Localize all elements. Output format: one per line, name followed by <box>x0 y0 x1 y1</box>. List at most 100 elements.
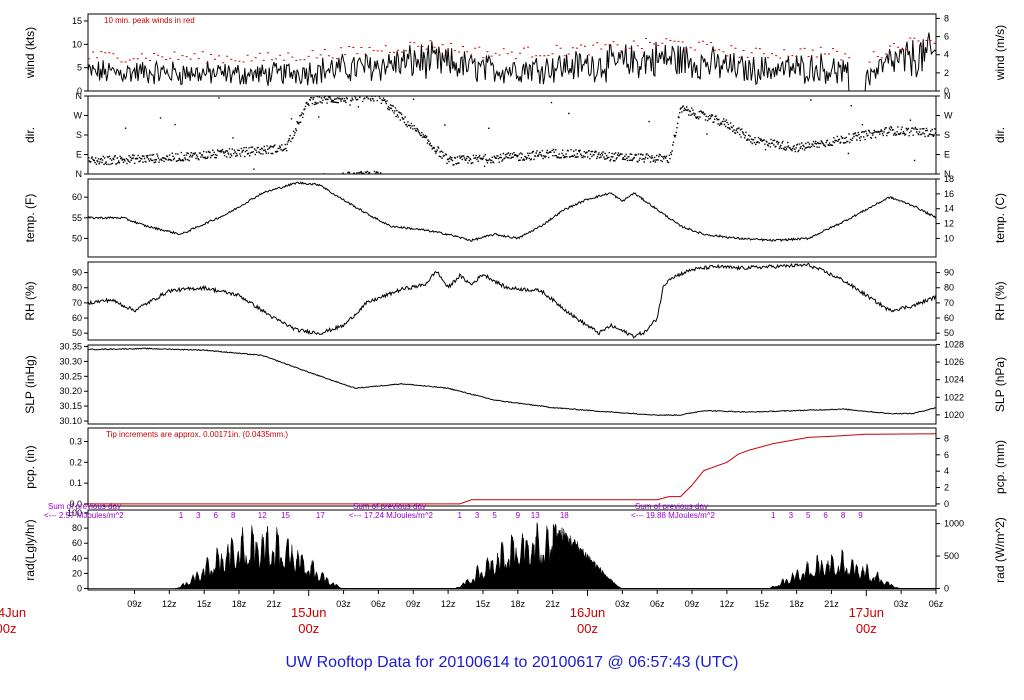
rad-daily-sum-line2: <--- 17.24 MJoules/m^2 <box>349 511 434 520</box>
wind-left-tick-label: 0 <box>77 86 82 96</box>
rad-plot-area <box>88 522 936 589</box>
pcp-left-tick-label: 0.1 <box>69 478 82 488</box>
rh-left-tick-label: 80 <box>72 283 82 293</box>
x-tick-label: 21z <box>267 599 282 609</box>
slp-left-tick-label: 30.10 <box>59 416 82 426</box>
wind-frame <box>87 13 937 92</box>
rad-hour-marker: 1 <box>457 511 462 520</box>
rad-hour-marker: 6 <box>823 511 828 520</box>
pcp-right-tick-label: 6 <box>944 450 949 460</box>
x-tick-label: 15z <box>197 599 212 609</box>
rad-hour-marker: 17 <box>316 511 325 520</box>
rh-right-tick-label: 90 <box>944 268 954 278</box>
x-tick-label: 06z <box>371 599 386 609</box>
rh-right-tick-label: 80 <box>944 283 954 293</box>
rh-ylabel-right: RH (%) <box>993 281 1007 320</box>
slp-left-tick-label: 30.30 <box>59 356 82 366</box>
pcp-plot-area <box>88 433 936 505</box>
x-tick-label: 09z <box>406 599 421 609</box>
slp-left-tick-label: 30.15 <box>59 401 82 411</box>
rad-hour-marker: 1 <box>771 511 776 520</box>
pcp-right-tick-label: 8 <box>944 433 949 443</box>
rad-daily-sum-line1: Sum of previous day <box>635 502 708 511</box>
rh-right-tick-label: 60 <box>944 313 954 323</box>
rad-hour-marker: 8 <box>841 511 846 520</box>
wind-right-tick-label: 6 <box>944 32 949 42</box>
rad-hour-marker: 3 <box>475 511 480 520</box>
x-tick-label: 12z <box>441 599 456 609</box>
x-day-label-bottom: 00z <box>577 621 598 636</box>
panel-temp: 50 55 60 10 12 14 16 18 temp. (F) temp. (C) <box>23 174 1007 258</box>
x-tick-label: 21z <box>545 599 560 609</box>
rh-left-tick-label: 90 <box>72 268 82 278</box>
temp-left-tick-label: 60 <box>72 192 82 202</box>
pcp-left-tick-label: 0.3 <box>69 437 82 447</box>
rad-hour-marker: 9 <box>516 511 521 520</box>
rad-hour-marker: 3 <box>196 511 201 520</box>
temp-right-tick-label: 16 <box>944 189 954 199</box>
rad-hour-marker: 1 <box>179 511 184 520</box>
wind-right-tick-label: 0 <box>944 86 949 96</box>
x-tick-label: 18z <box>511 599 526 609</box>
x-day-label-top: 15Jun <box>291 605 326 620</box>
rad-left-tick-label: 80 <box>72 523 82 533</box>
panel-pcp: 0.0 0.1 0.2 0.3 0 2 4 6 8 pcp. (in) pcp. (mm) Tip i… <box>23 427 1007 509</box>
rad-daily-sum-line2: <--- 2.57 MJoules/m^2 <box>44 511 124 520</box>
dir-left-tick-label: E <box>76 150 82 160</box>
slp-ylabel-left: SLP (inHg) <box>23 355 37 413</box>
x-axis: 09z 12z 15z 18z 21z 03z 06z 09z 12z 15z 18z 21z 03z 0… <box>0 590 944 636</box>
rad-left-tick-label: 60 <box>72 538 82 548</box>
rad-left-tick-label: 40 <box>72 553 82 563</box>
rh-left-tick-label: 70 <box>72 298 82 308</box>
x-tick-label: 21z <box>824 599 839 609</box>
dir-ylabel-right: dir. <box>993 127 1007 143</box>
dir-plot-area <box>88 96 936 174</box>
dir-right-tick-label: N <box>944 169 951 179</box>
temp-right-tick-label: 12 <box>944 219 954 229</box>
panel-slp: 30.10 30.15 30.20 30.25 30.30 30.35 1020 1022 10… <box>23 339 1007 426</box>
x-tick-label: 12z <box>720 599 735 609</box>
rad-frame <box>87 509 937 591</box>
temp-right-tick-label: 14 <box>944 204 954 214</box>
x-tick-label: 03z <box>615 599 630 609</box>
rad-hour-marker: 12 <box>258 511 267 520</box>
rad-hour-marker: 15 <box>281 511 290 520</box>
rad-hour-marker: 3 <box>789 511 794 520</box>
rad-left-tick-label: 20 <box>72 568 82 578</box>
wind-right-tick-label: 4 <box>944 50 949 60</box>
rh-right-tick-label: 50 <box>944 328 954 338</box>
rad-hour-marker: 8 <box>231 511 236 520</box>
x-day-label-top-left: 4Jun <box>0 605 26 620</box>
slp-line <box>88 347 936 417</box>
x-day-label-bottom: 00z <box>856 621 877 636</box>
rad-right-tick-label: 500 <box>944 551 959 561</box>
pcp-right-tick-label: 4 <box>944 466 949 476</box>
x-tick-label: 18z <box>789 599 804 609</box>
rad-hour-marker: 5 <box>492 511 497 520</box>
rh-left-tick-label: 60 <box>72 313 82 323</box>
x-tick-label: 18z <box>232 599 247 609</box>
wind-ylabel-right: wind (m/s) <box>993 25 1007 81</box>
slp-ylabel-right: SLP (hPa) <box>993 357 1007 412</box>
rh-line <box>88 262 936 339</box>
panel-wind: 0 5 10 15 0 2 4 6 8 wind (kts) wind (m/s) 10 min. p… <box>23 13 1007 96</box>
rad-left-tick-label: 0 <box>77 583 82 593</box>
temp-left-tick-label: 55 <box>72 213 82 223</box>
temp-ylabel-left: temp. (F) <box>23 194 37 243</box>
x-tick-label: 06z <box>929 599 944 609</box>
rh-ylabel-left: RH (%) <box>23 281 37 320</box>
rh-left-tick-label: 50 <box>72 328 82 338</box>
pcp-right-tick-label: 0 <box>944 499 949 509</box>
wind-speed-line <box>88 32 936 91</box>
rad-hour-marker: 18 <box>560 511 569 520</box>
pcp-frame <box>87 427 937 507</box>
rad-area <box>88 522 936 589</box>
temp-plot-area <box>88 181 936 243</box>
x-tick-label: 15z <box>476 599 491 609</box>
rad-hour-marker: 6 <box>214 511 219 520</box>
dir-frame <box>87 95 937 175</box>
x-tick-label: 03z <box>336 599 351 609</box>
rad-right-tick-label: 1000 <box>944 519 964 529</box>
dir-right-tick-label: S <box>944 130 950 140</box>
